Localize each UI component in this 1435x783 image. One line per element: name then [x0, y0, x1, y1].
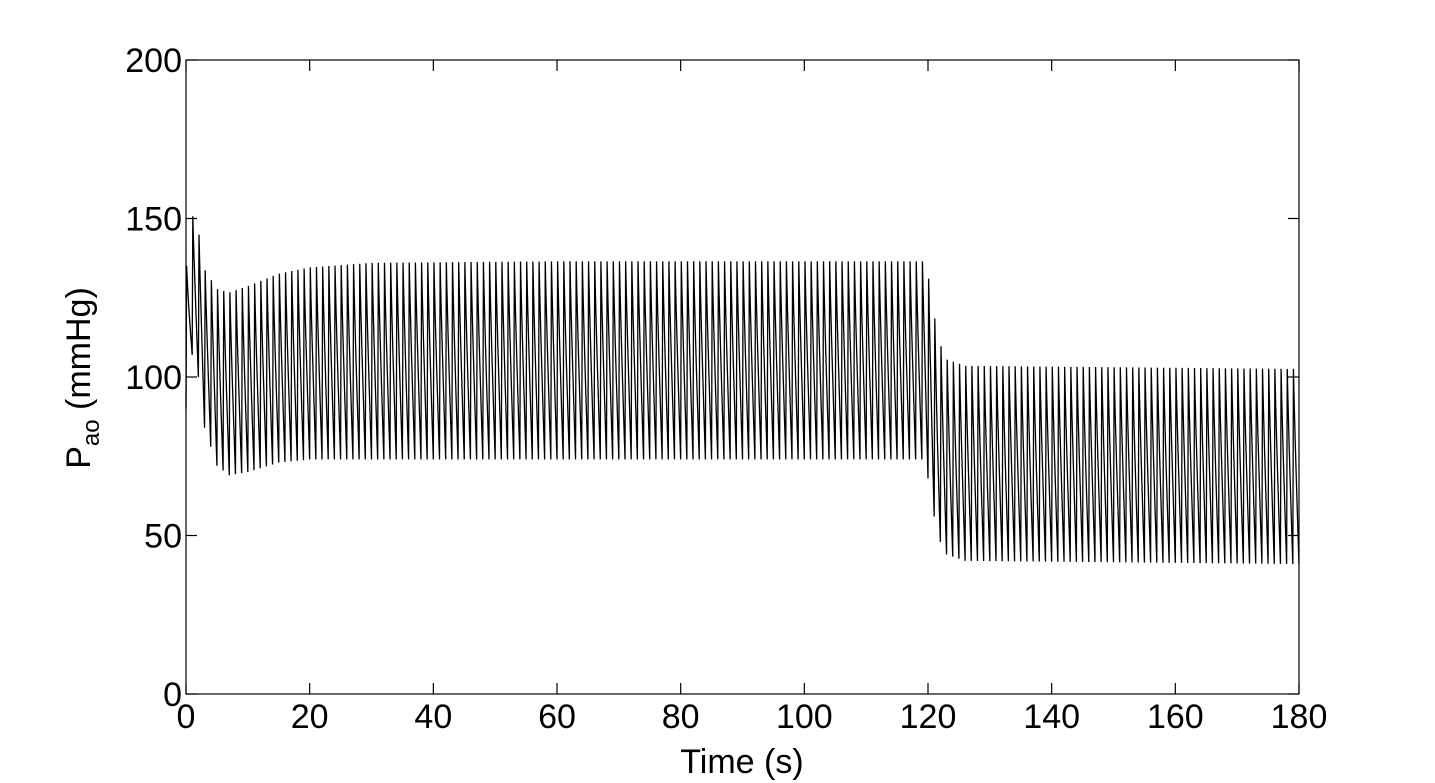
- y-tick-label: 200: [125, 42, 182, 80]
- x-tick-label: 160: [1147, 698, 1204, 736]
- y-axis-label-unit: (mmHg): [60, 287, 98, 419]
- x-tick-label: 40: [414, 698, 452, 736]
- x-tick-label: 20: [291, 698, 329, 736]
- x-tick-label: 80: [662, 698, 700, 736]
- ticks-group: 0 20 40 60 80 100 120 140 160 180 0 50 100 150 200: [125, 42, 1327, 736]
- y-axis-label-subscript: ao: [78, 419, 105, 446]
- y-tick-label: 150: [125, 201, 182, 239]
- x-tick-label: 120: [900, 698, 957, 736]
- x-tick-label: 140: [1023, 698, 1080, 736]
- x-tick-label: 60: [538, 698, 576, 736]
- y-axis-label: Pao (mmHg): [60, 287, 105, 469]
- y-tick-label: 100: [125, 359, 182, 397]
- x-axis-label: Time (s): [680, 743, 803, 781]
- y-axis-label-main: P: [60, 446, 98, 469]
- x-tick-label: 100: [776, 698, 833, 736]
- y-tick-label: 50: [144, 518, 182, 556]
- x-tick-label: 0: [177, 698, 196, 736]
- pressure-waveform-line: [185, 216, 1300, 565]
- y-tick-label: 0: [163, 676, 182, 714]
- x-tick-label: 180: [1271, 698, 1328, 736]
- waveform-group: [185, 216, 1300, 565]
